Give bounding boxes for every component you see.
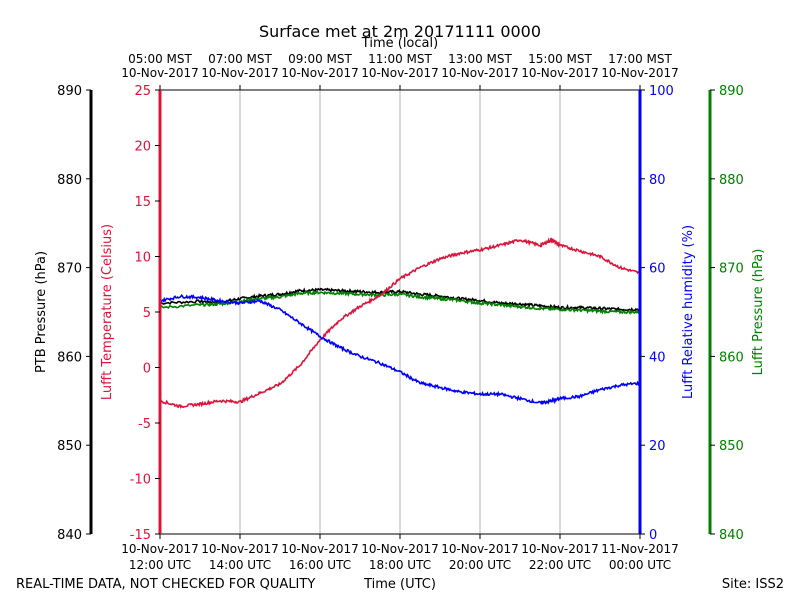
x-tick-label-local-time: 15:00 MST — [528, 52, 592, 66]
y-axis-label-lufft-pressure: Lufft Pressure (hPa) — [751, 249, 766, 376]
y-tick-label-lufft-pressure: 870 — [719, 262, 744, 277]
y-tick-label-ptb-pressure: 870 — [57, 262, 82, 277]
x-tick-label-local-time: 05:00 MST — [128, 52, 192, 66]
x-tick-label-utc-time: 18:00 UTC — [369, 558, 431, 572]
y-tick-label-temperature: -15 — [130, 528, 151, 543]
x-tick-label-utc-time: 20:00 UTC — [449, 558, 511, 572]
x-tick-label-utc-time: 12:00 UTC — [129, 558, 191, 572]
y-tick-label-temperature: 0 — [143, 362, 151, 377]
y-tick-label-humidity: 100 — [649, 84, 674, 99]
y-tick-label-humidity: 40 — [649, 350, 666, 365]
footer-quality-note: REAL-TIME DATA, NOT CHECKED FOR QUALITY — [16, 577, 315, 592]
x-tick-label-utc-date: 11-Nov-2017 — [601, 542, 679, 556]
y-tick-label-temperature: 20 — [134, 140, 151, 155]
y-tick-label-temperature: 25 — [134, 84, 151, 99]
y-tick-label-lufft-pressure: 880 — [719, 173, 744, 188]
x-tick-label-local-date: 10-Nov-2017 — [121, 66, 199, 80]
y-tick-label-lufft-pressure: 860 — [719, 350, 744, 365]
y-axis-label-ptb-pressure: PTB Pressure (hPa) — [34, 251, 49, 373]
vertical-gridlines — [239, 90, 561, 534]
x-tick-label-local-date: 10-Nov-2017 — [521, 66, 599, 80]
series-lines — [159, 237, 641, 409]
y-tick-label-humidity: 60 — [649, 262, 666, 277]
x-tick-label-local-time: 07:00 MST — [208, 52, 272, 66]
x-tick-label-utc-time: 00:00 UTC — [609, 558, 671, 572]
y-tick-label-temperature: -10 — [130, 473, 151, 488]
y-tick-label-lufft-pressure: 850 — [719, 439, 744, 454]
x-tick-label-local-date: 10-Nov-2017 — [441, 66, 519, 80]
y-tick-label-humidity: 20 — [649, 439, 666, 454]
x-tick-label-local-date: 10-Nov-2017 — [361, 66, 439, 80]
series-line-lufft-temperature — [159, 237, 641, 409]
x-tick-label-local-date: 10-Nov-2017 — [601, 66, 679, 80]
y-tick-label-lufft-pressure: 890 — [719, 84, 744, 99]
footer-site-label: Site: ISS2 — [722, 577, 784, 592]
x-tick-label-utc-time: 14:00 UTC — [209, 558, 271, 572]
y-tick-label-ptb-pressure: 860 — [57, 350, 82, 365]
y-tick-label-ptb-pressure: 880 — [57, 173, 82, 188]
x-tick-label-utc-time: 22:00 UTC — [529, 558, 591, 572]
y-tick-label-ptb-pressure: 850 — [57, 439, 82, 454]
series-line-lufft-relative-humidity — [159, 294, 641, 406]
y-tick-label-humidity: 0 — [649, 528, 657, 543]
y-tick-label-temperature: -5 — [138, 417, 151, 432]
y-tick-label-temperature: 10 — [134, 251, 151, 266]
x-tick-label-utc-date: 10-Nov-2017 — [441, 542, 519, 556]
x-tick-label-local-date: 10-Nov-2017 — [281, 66, 359, 80]
x-tick-label-utc-date: 10-Nov-2017 — [281, 542, 359, 556]
top-axis-label: Time (local) — [361, 36, 438, 51]
y-tick-label-ptb-pressure: 840 — [57, 528, 82, 543]
chart-title: Surface met at 2m 20171111 0000 — [259, 22, 541, 41]
y-axis-label-temperature: Lufft Temperature (Celsius) — [100, 224, 115, 400]
x-tick-label-utc-date: 10-Nov-2017 — [201, 542, 279, 556]
x-axis-label: Time (UTC) — [363, 577, 436, 592]
x-tick-label-local-time: 17:00 MST — [608, 52, 672, 66]
x-tick-label-utc-time: 16:00 UTC — [289, 558, 351, 572]
x-tick-label-utc-date: 10-Nov-2017 — [521, 542, 599, 556]
y-tick-label-ptb-pressure: 890 — [57, 84, 82, 99]
x-tick-label-local-time: 11:00 MST — [368, 52, 432, 66]
x-tick-label-utc-date: 10-Nov-2017 — [121, 542, 199, 556]
axes — [86, 85, 715, 539]
y-tick-label-temperature: 15 — [134, 195, 151, 210]
y-axis-label-humidity: Lufft Relative humidity (%) — [681, 225, 696, 399]
series-line-lufft-pressure — [159, 289, 641, 315]
y-tick-label-lufft-pressure: 840 — [719, 528, 744, 543]
x-tick-label-local-date: 10-Nov-2017 — [201, 66, 279, 80]
y-tick-label-humidity: 80 — [649, 173, 666, 188]
x-tick-label-local-time: 09:00 MST — [288, 52, 352, 66]
x-tick-label-local-time: 13:00 MST — [448, 52, 512, 66]
x-tick-label-utc-date: 10-Nov-2017 — [361, 542, 439, 556]
y-tick-label-temperature: 5 — [143, 306, 151, 321]
